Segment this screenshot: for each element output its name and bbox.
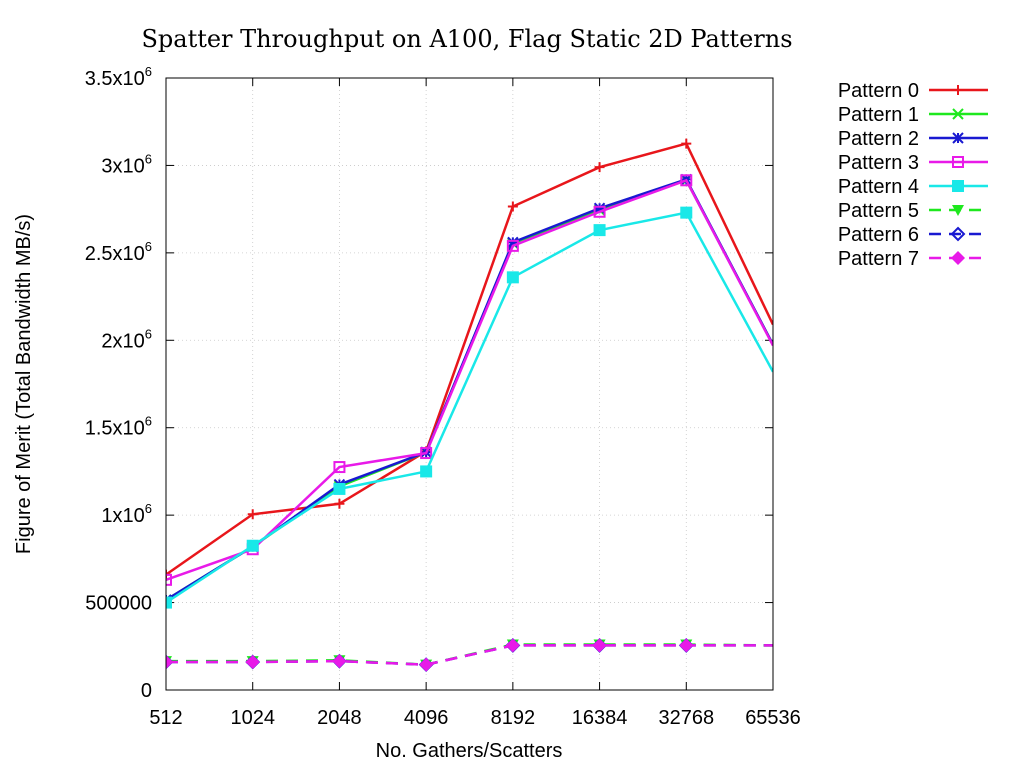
y-axis: 0 500000 1x106 1.5x106 2x106 2.5x106 3x106 3.5x…	[85, 64, 773, 702]
y-tick-label: 3x106	[101, 151, 152, 177]
x-tick-label: 1024	[230, 707, 275, 729]
legend-label: Pattern 3	[838, 152, 919, 174]
legend-item: Pattern 5	[838, 200, 988, 222]
data-point	[333, 482, 346, 495]
x-tick-label: 65536	[745, 707, 801, 729]
legend-item: Pattern 3	[838, 152, 988, 174]
data-point	[245, 655, 260, 670]
data-point	[952, 205, 964, 216]
legend-label: Pattern 0	[838, 80, 919, 102]
legend-item: Pattern 2	[838, 128, 988, 150]
chart-title: Spatter Throughput on A100, Flag Static …	[141, 25, 792, 53]
legend-item: Pattern 1	[838, 104, 988, 126]
data-point	[420, 447, 433, 460]
legend-item: Pattern 6	[838, 224, 988, 246]
legend-item: Pattern 0	[838, 80, 988, 102]
data-point	[593, 224, 606, 237]
series-0	[166, 138, 773, 580]
y-axis-label: Figure of Merit (Total Bandwidth MB/s)	[13, 214, 35, 554]
x-axis-label: No. Gathers/Scatters	[376, 740, 563, 762]
data-point	[507, 201, 518, 212]
data-point	[505, 638, 520, 653]
y-tick-label: 2.5x106	[85, 239, 152, 265]
x-axis: 512 1024 2048 4096 8192 16384 32768 65536	[149, 78, 801, 729]
data-point	[594, 162, 605, 173]
y-tick-label: 0	[141, 680, 152, 702]
plot-area	[166, 138, 773, 673]
data-point	[593, 202, 606, 214]
y-tick-label: 1x106	[101, 501, 152, 527]
legend-item: Pattern 7	[838, 248, 988, 270]
data-point	[950, 226, 966, 242]
data-point	[332, 654, 347, 669]
data-point	[953, 85, 963, 95]
series-line	[166, 178, 773, 602]
data-point	[952, 180, 964, 192]
legend-label: Pattern 2	[838, 128, 919, 150]
data-point	[166, 655, 173, 670]
data-point	[680, 206, 693, 219]
x-tick-label: 8192	[491, 707, 536, 729]
data-point	[507, 236, 519, 249]
data-point	[593, 205, 606, 218]
data-point	[166, 596, 172, 609]
series-line	[166, 211, 773, 604]
y-tick-label: 500000	[85, 593, 152, 615]
data-point	[506, 239, 519, 252]
data-point	[166, 573, 172, 586]
legend-item: Pattern 4	[838, 176, 988, 198]
data-point	[680, 174, 693, 187]
legend-label: Pattern 4	[838, 176, 919, 198]
data-point	[679, 638, 694, 653]
series-line	[166, 177, 773, 602]
data-point	[592, 638, 607, 653]
data-point	[246, 539, 259, 552]
plot-frame	[165, 77, 774, 691]
x-tick-label: 16384	[572, 707, 628, 729]
data-point	[952, 132, 964, 144]
data-point	[952, 156, 964, 168]
legend-label: Pattern 5	[838, 200, 919, 222]
data-point	[506, 271, 519, 284]
data-point	[419, 657, 434, 672]
series-line	[166, 142, 773, 576]
data-point	[247, 509, 258, 520]
grid	[166, 78, 773, 690]
y-tick-label: 1.5x106	[85, 414, 152, 440]
series-line	[166, 178, 773, 582]
data-point	[420, 465, 433, 478]
series-7	[166, 638, 773, 672]
y-tick-label: 2x106	[101, 326, 152, 352]
series-4	[166, 206, 773, 609]
x-tick-label: 512	[149, 707, 182, 729]
data-point	[951, 251, 965, 265]
x-tick-label: 2048	[317, 707, 362, 729]
legend-label: Pattern 1	[838, 104, 919, 126]
y-tick-label: 3.5x106	[85, 64, 152, 90]
series-line	[166, 644, 773, 666]
data-point	[334, 498, 345, 509]
legend-label: Pattern 7	[838, 248, 919, 270]
data-point	[952, 108, 964, 120]
data-point	[333, 461, 346, 474]
legend-label: Pattern 6	[838, 224, 919, 246]
x-tick-label: 32768	[658, 707, 714, 729]
x-tick-label: 4096	[404, 707, 449, 729]
data-point	[681, 138, 692, 149]
